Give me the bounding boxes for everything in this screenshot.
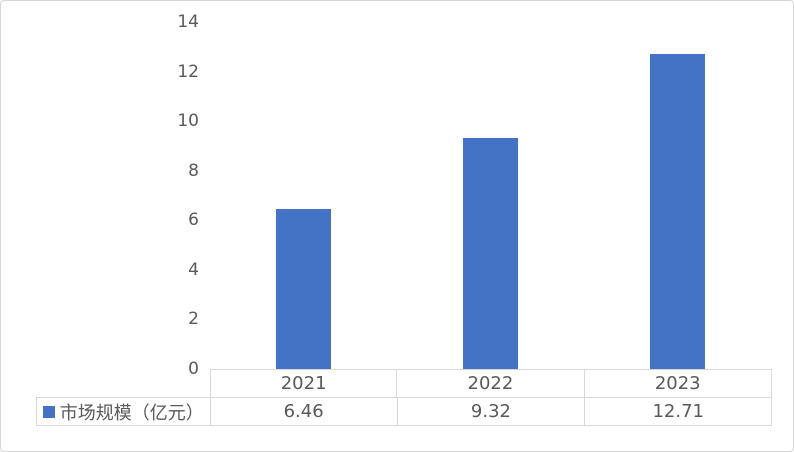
y-tick-label: 2 <box>188 309 199 329</box>
y-tick-label: 10 <box>177 111 199 131</box>
bar-2022 <box>463 138 518 369</box>
year-header-2021: 2021 <box>210 369 398 398</box>
plot-area <box>210 22 771 369</box>
year-header-2022: 2022 <box>397 369 585 398</box>
y-tick-label: 8 <box>188 161 199 181</box>
y-tick-label: 0 <box>188 359 199 379</box>
bar-2021 <box>276 209 331 369</box>
y-tick-label: 4 <box>188 260 199 280</box>
y-tick-label: 12 <box>177 62 199 82</box>
value-cell-2021: 6.46 <box>210 397 398 426</box>
bar-column-2021 <box>210 22 397 369</box>
table-header-row: 2021 2022 2023 <box>210 369 772 398</box>
bar-2023 <box>650 54 705 369</box>
value-cell-2023: 12.71 <box>585 397 773 426</box>
year-header-2023: 2023 <box>584 369 772 398</box>
legend-label: 市场规模（亿元） <box>59 402 204 424</box>
legend-cell: 市场规模（亿元） <box>36 397 211 426</box>
y-tick-label: 6 <box>188 210 199 230</box>
bar-column-2022 <box>397 22 584 369</box>
legend-swatch-icon <box>42 405 55 418</box>
table-value-row: 市场规模（亿元） 6.46 9.32 12.71 <box>36 397 773 426</box>
value-cell-2022: 9.32 <box>397 397 586 426</box>
y-tick-label: 14 <box>177 12 199 32</box>
bar-column-2023 <box>584 22 771 369</box>
